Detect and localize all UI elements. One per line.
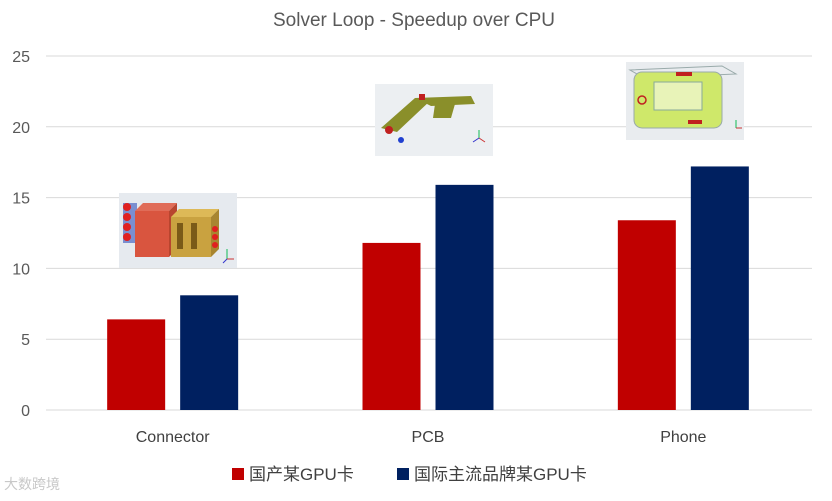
pcb-model-image <box>375 84 493 156</box>
chart-title: Solver Loop - Speedup over CPU <box>273 10 555 31</box>
legend: 国产某GPU卡 国际主流品牌某GPU卡 <box>232 465 587 484</box>
x-tick-label: Phone <box>660 429 706 446</box>
y-tick-label: 15 <box>12 191 30 208</box>
y-tick-label: 20 <box>12 120 30 137</box>
bar-phone-series-2 <box>690 166 749 410</box>
bar-pcb-series-2 <box>435 184 494 410</box>
bar-phone-series-1 <box>617 220 676 410</box>
watermark: 大数跨境 <box>4 477 60 493</box>
x-tick-label: Connector <box>136 429 210 446</box>
legend-swatch <box>397 468 409 480</box>
bar-connector-series-1 <box>107 319 166 410</box>
y-tick-label: 0 <box>21 403 30 420</box>
y-tick-label: 10 <box>12 261 30 278</box>
connector-model-image <box>119 193 237 268</box>
x-axis-categories: Connector PCB Phone <box>136 429 707 446</box>
legend-swatch <box>232 468 244 480</box>
legend-label: 国际主流品牌某GPU卡 <box>414 465 587 484</box>
y-axis-ticks: 0 5 10 15 20 25 <box>12 49 30 420</box>
legend-label: 国产某GPU卡 <box>249 465 354 484</box>
y-tick-label: 5 <box>21 332 30 349</box>
phone-model-image <box>626 62 744 140</box>
bar-connector-series-2 <box>180 295 239 410</box>
bars <box>107 166 749 410</box>
y-tick-label: 25 <box>12 49 30 66</box>
product-thumbnails <box>119 62 744 268</box>
x-tick-label: PCB <box>412 429 445 446</box>
bar-pcb-series-1 <box>362 242 421 410</box>
